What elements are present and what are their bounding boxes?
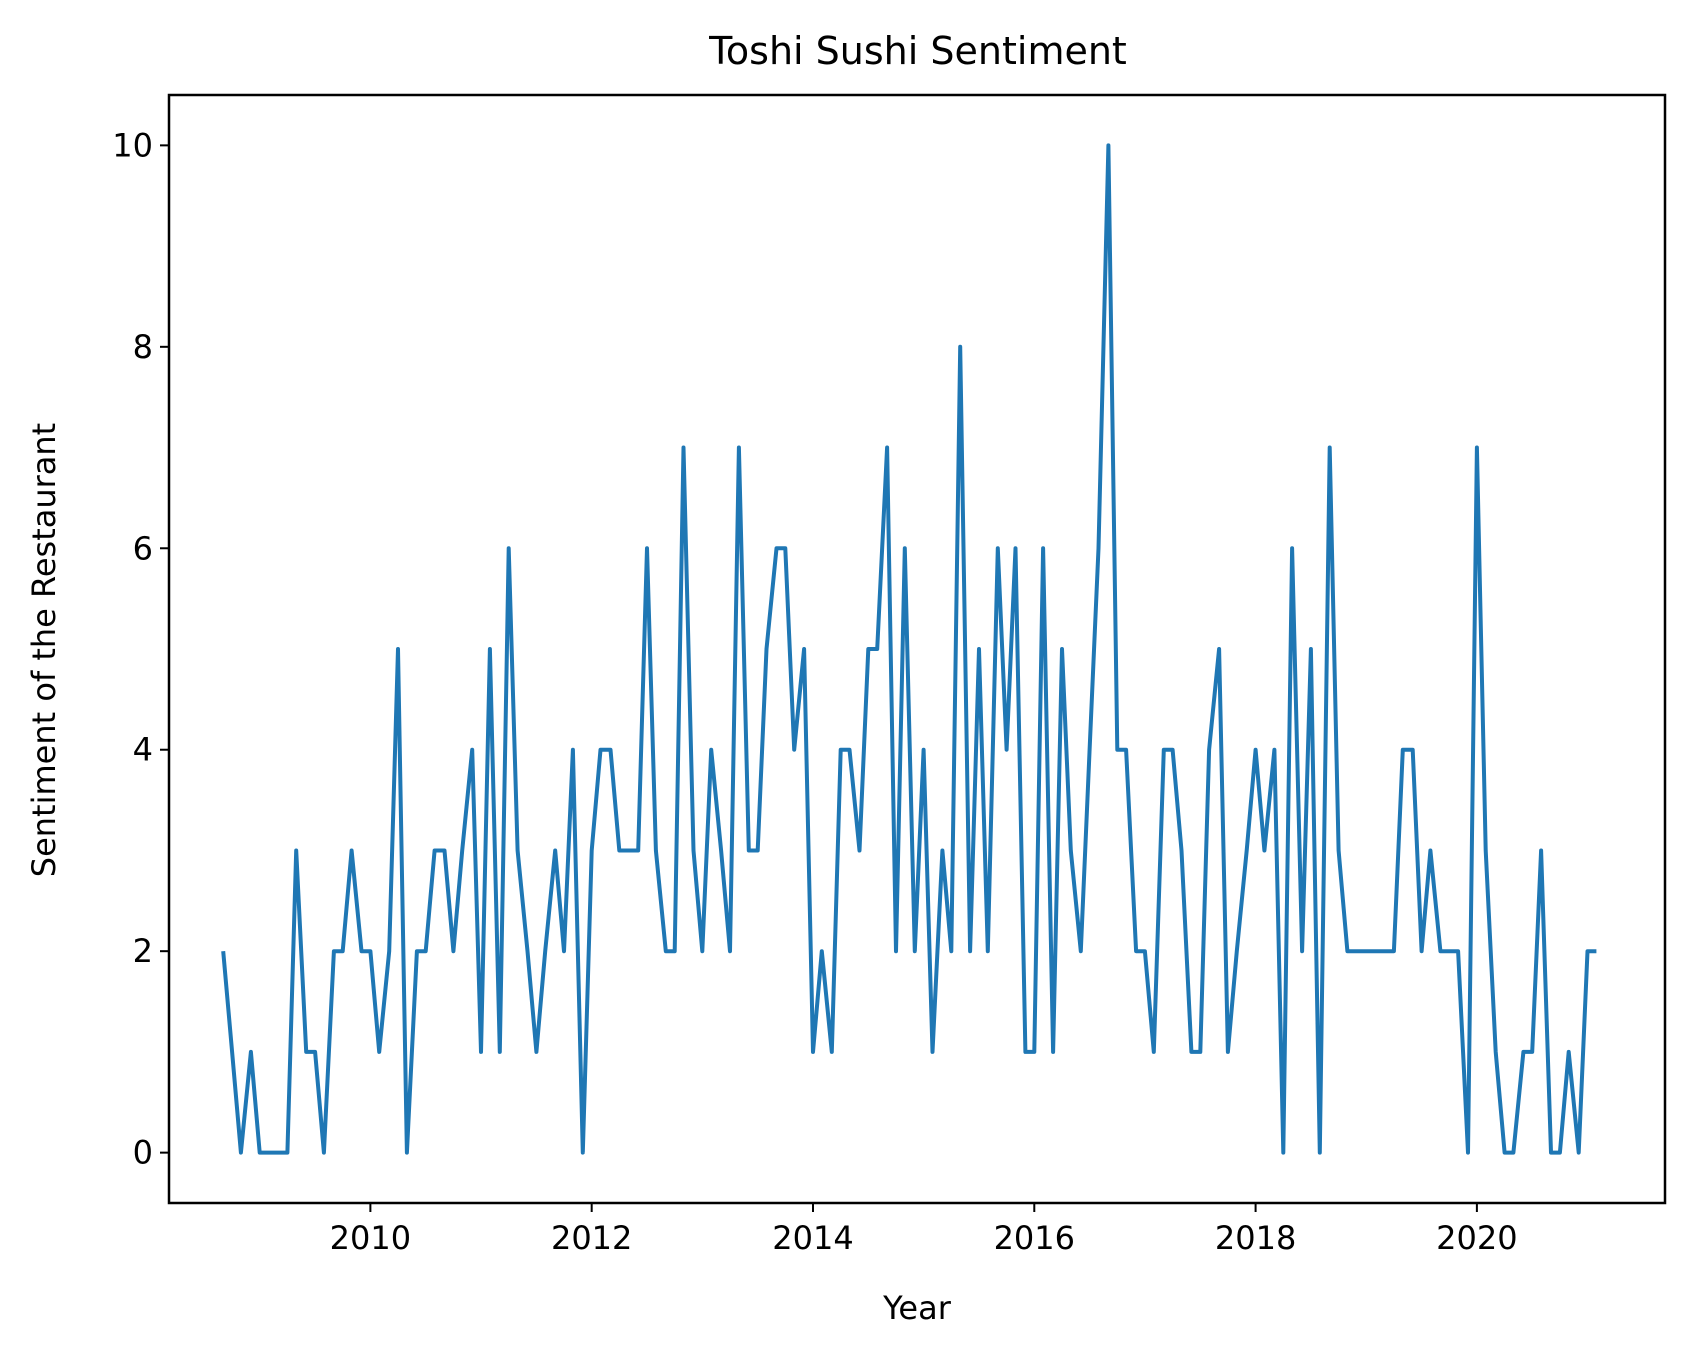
sentiment-line	[221, 143, 1597, 1155]
chart-title: Toshi Sushi Sentiment	[708, 29, 1127, 73]
x-tick-label: 2010	[330, 1219, 411, 1257]
x-tick-label: 2020	[1436, 1219, 1517, 1257]
y-axis: 0 2 4 6 8 10	[112, 126, 169, 1172]
y-tick-label: 10	[112, 126, 153, 164]
plot-area-frame	[167, 93, 1667, 1205]
y-tick-label: 6	[133, 529, 153, 567]
y-tick-label: 0	[133, 1134, 153, 1172]
y-axis-title: Sentiment of the Restaurant	[25, 423, 63, 877]
x-axis: 2010 2012 2014 2016 2018 2020	[330, 1203, 1518, 1257]
x-tick-label: 2012	[551, 1219, 632, 1257]
y-tick-label: 4	[133, 731, 153, 769]
y-tick-label: 8	[133, 328, 153, 366]
x-tick-label: 2014	[772, 1219, 853, 1257]
x-tick-label: 2018	[1215, 1219, 1296, 1257]
x-tick-label: 2016	[994, 1219, 1075, 1257]
x-axis-title: Year	[882, 1289, 952, 1327]
y-tick-label: 2	[133, 932, 153, 970]
